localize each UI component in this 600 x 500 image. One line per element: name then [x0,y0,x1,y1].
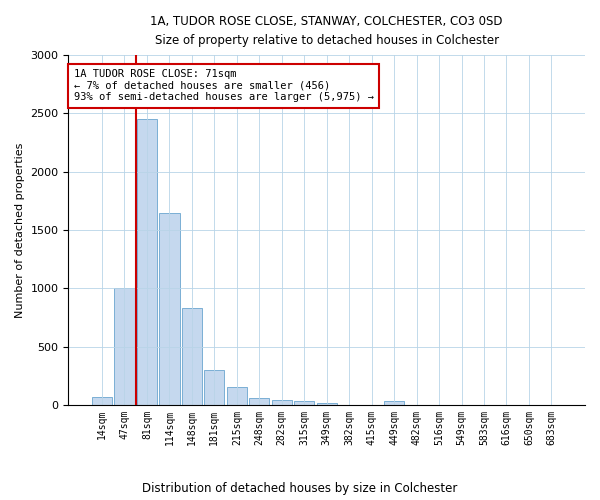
Bar [159,212,179,405]
Bar [294,402,314,405]
Bar [182,308,202,405]
Text: 1A TUDOR ROSE CLOSE: 71sqm
← 7% of detached houses are smaller (456)
93% of semi: 1A TUDOR ROSE CLOSE: 71sqm ← 7% of detac… [74,69,374,102]
Bar [137,119,157,405]
Bar [249,398,269,405]
Bar [115,288,134,405]
Y-axis label: Number of detached properties: Number of detached properties [15,142,25,318]
Bar [384,402,404,405]
Title: 1A, TUDOR ROSE CLOSE, STANWAY, COLCHESTER, CO3 0SD
Size of property relative to : 1A, TUDOR ROSE CLOSE, STANWAY, COLCHESTE… [151,15,503,47]
Bar [317,402,337,405]
Text: Distribution of detached houses by size in Colchester: Distribution of detached houses by size … [142,482,458,495]
Bar [272,400,292,405]
Bar [227,388,247,405]
Bar [204,370,224,405]
Bar [92,396,112,405]
